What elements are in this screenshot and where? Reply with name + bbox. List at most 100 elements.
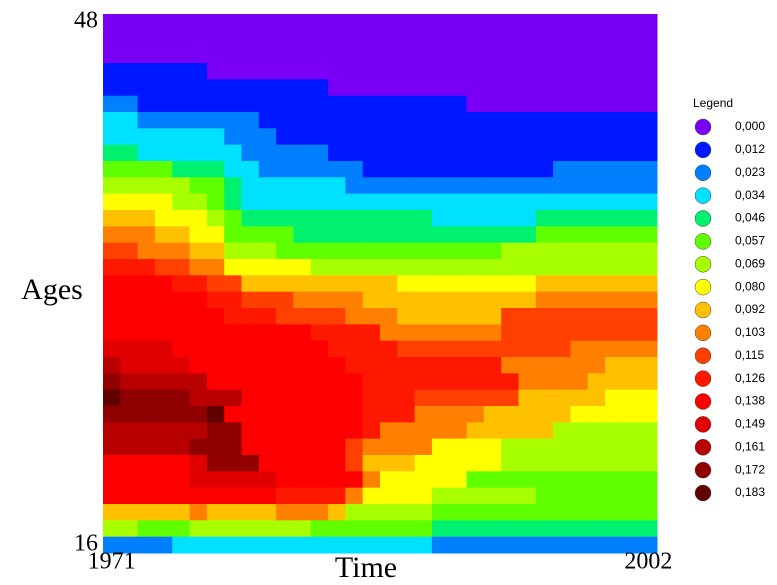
cell [639, 128, 658, 146]
cell [587, 242, 606, 260]
cell [501, 520, 519, 538]
cell [345, 193, 364, 211]
cell [345, 455, 364, 472]
cell [518, 504, 537, 521]
cell [206, 79, 225, 97]
cell [328, 242, 346, 260]
cell [605, 373, 623, 391]
cell [345, 422, 364, 440]
cell [328, 324, 346, 342]
cell [103, 79, 121, 97]
cell [587, 46, 606, 64]
cell [206, 128, 225, 146]
cell [258, 455, 277, 472]
cell [345, 210, 364, 227]
cell [431, 193, 450, 211]
cell [553, 242, 571, 260]
cell [362, 340, 381, 358]
legend-label: 0,183 [735, 485, 765, 499]
cell [414, 324, 433, 342]
cell [570, 161, 589, 178]
cell [518, 357, 537, 374]
cell [345, 520, 364, 538]
cell [345, 471, 364, 489]
cell [449, 291, 468, 309]
cell [431, 520, 450, 538]
cell [362, 30, 381, 48]
cell [189, 520, 208, 538]
cell [449, 144, 468, 162]
cell [587, 275, 606, 293]
cell [587, 504, 606, 521]
cell [328, 438, 346, 456]
cell [622, 487, 641, 505]
cell [206, 324, 225, 342]
cell [397, 275, 416, 293]
cell [103, 471, 121, 489]
cell [466, 63, 485, 80]
cell [414, 471, 433, 489]
cell [431, 422, 450, 440]
cell [120, 406, 139, 423]
cell [120, 520, 139, 538]
cell [120, 30, 139, 48]
cell [622, 308, 641, 325]
cell [639, 177, 658, 195]
cell [535, 324, 554, 342]
cell [293, 340, 312, 358]
cell [310, 373, 329, 391]
cell [449, 63, 468, 80]
cell [154, 324, 173, 342]
cell [120, 340, 139, 358]
legend-marker [694, 301, 712, 319]
cell [518, 422, 537, 440]
legend-marker [694, 210, 712, 227]
cell [258, 128, 277, 146]
cell [137, 30, 156, 48]
cell [258, 487, 277, 505]
cell [206, 422, 225, 440]
cell [293, 389, 312, 407]
cell [397, 422, 416, 440]
cell [224, 455, 242, 472]
cell [362, 406, 381, 423]
cell [276, 46, 294, 64]
cell [535, 536, 554, 554]
cell [449, 373, 468, 391]
cell [362, 389, 381, 407]
cell [639, 144, 658, 162]
cell [553, 144, 571, 162]
cell [310, 128, 329, 146]
cell [276, 144, 294, 162]
cell [154, 438, 173, 456]
cell [535, 161, 554, 178]
cell [553, 373, 571, 391]
cell [587, 79, 606, 97]
cell [414, 438, 433, 456]
cell [103, 14, 121, 31]
cell [189, 373, 208, 391]
cell [241, 242, 260, 260]
cell [466, 30, 485, 48]
cell [293, 161, 312, 178]
cell [224, 112, 242, 129]
cell [518, 259, 537, 276]
cell [414, 275, 433, 293]
cell [466, 161, 485, 178]
cell [310, 520, 329, 538]
cell [397, 79, 416, 97]
cell [449, 46, 468, 64]
cell [587, 340, 606, 358]
cell [397, 406, 416, 423]
cell [622, 536, 641, 554]
cell [224, 275, 242, 293]
cell [397, 46, 416, 64]
cell [397, 520, 416, 538]
cell [137, 112, 156, 129]
cell [605, 30, 623, 48]
cell [380, 161, 398, 178]
cell [224, 324, 242, 342]
cell [483, 406, 502, 423]
cell [293, 406, 312, 423]
cell [449, 438, 468, 456]
